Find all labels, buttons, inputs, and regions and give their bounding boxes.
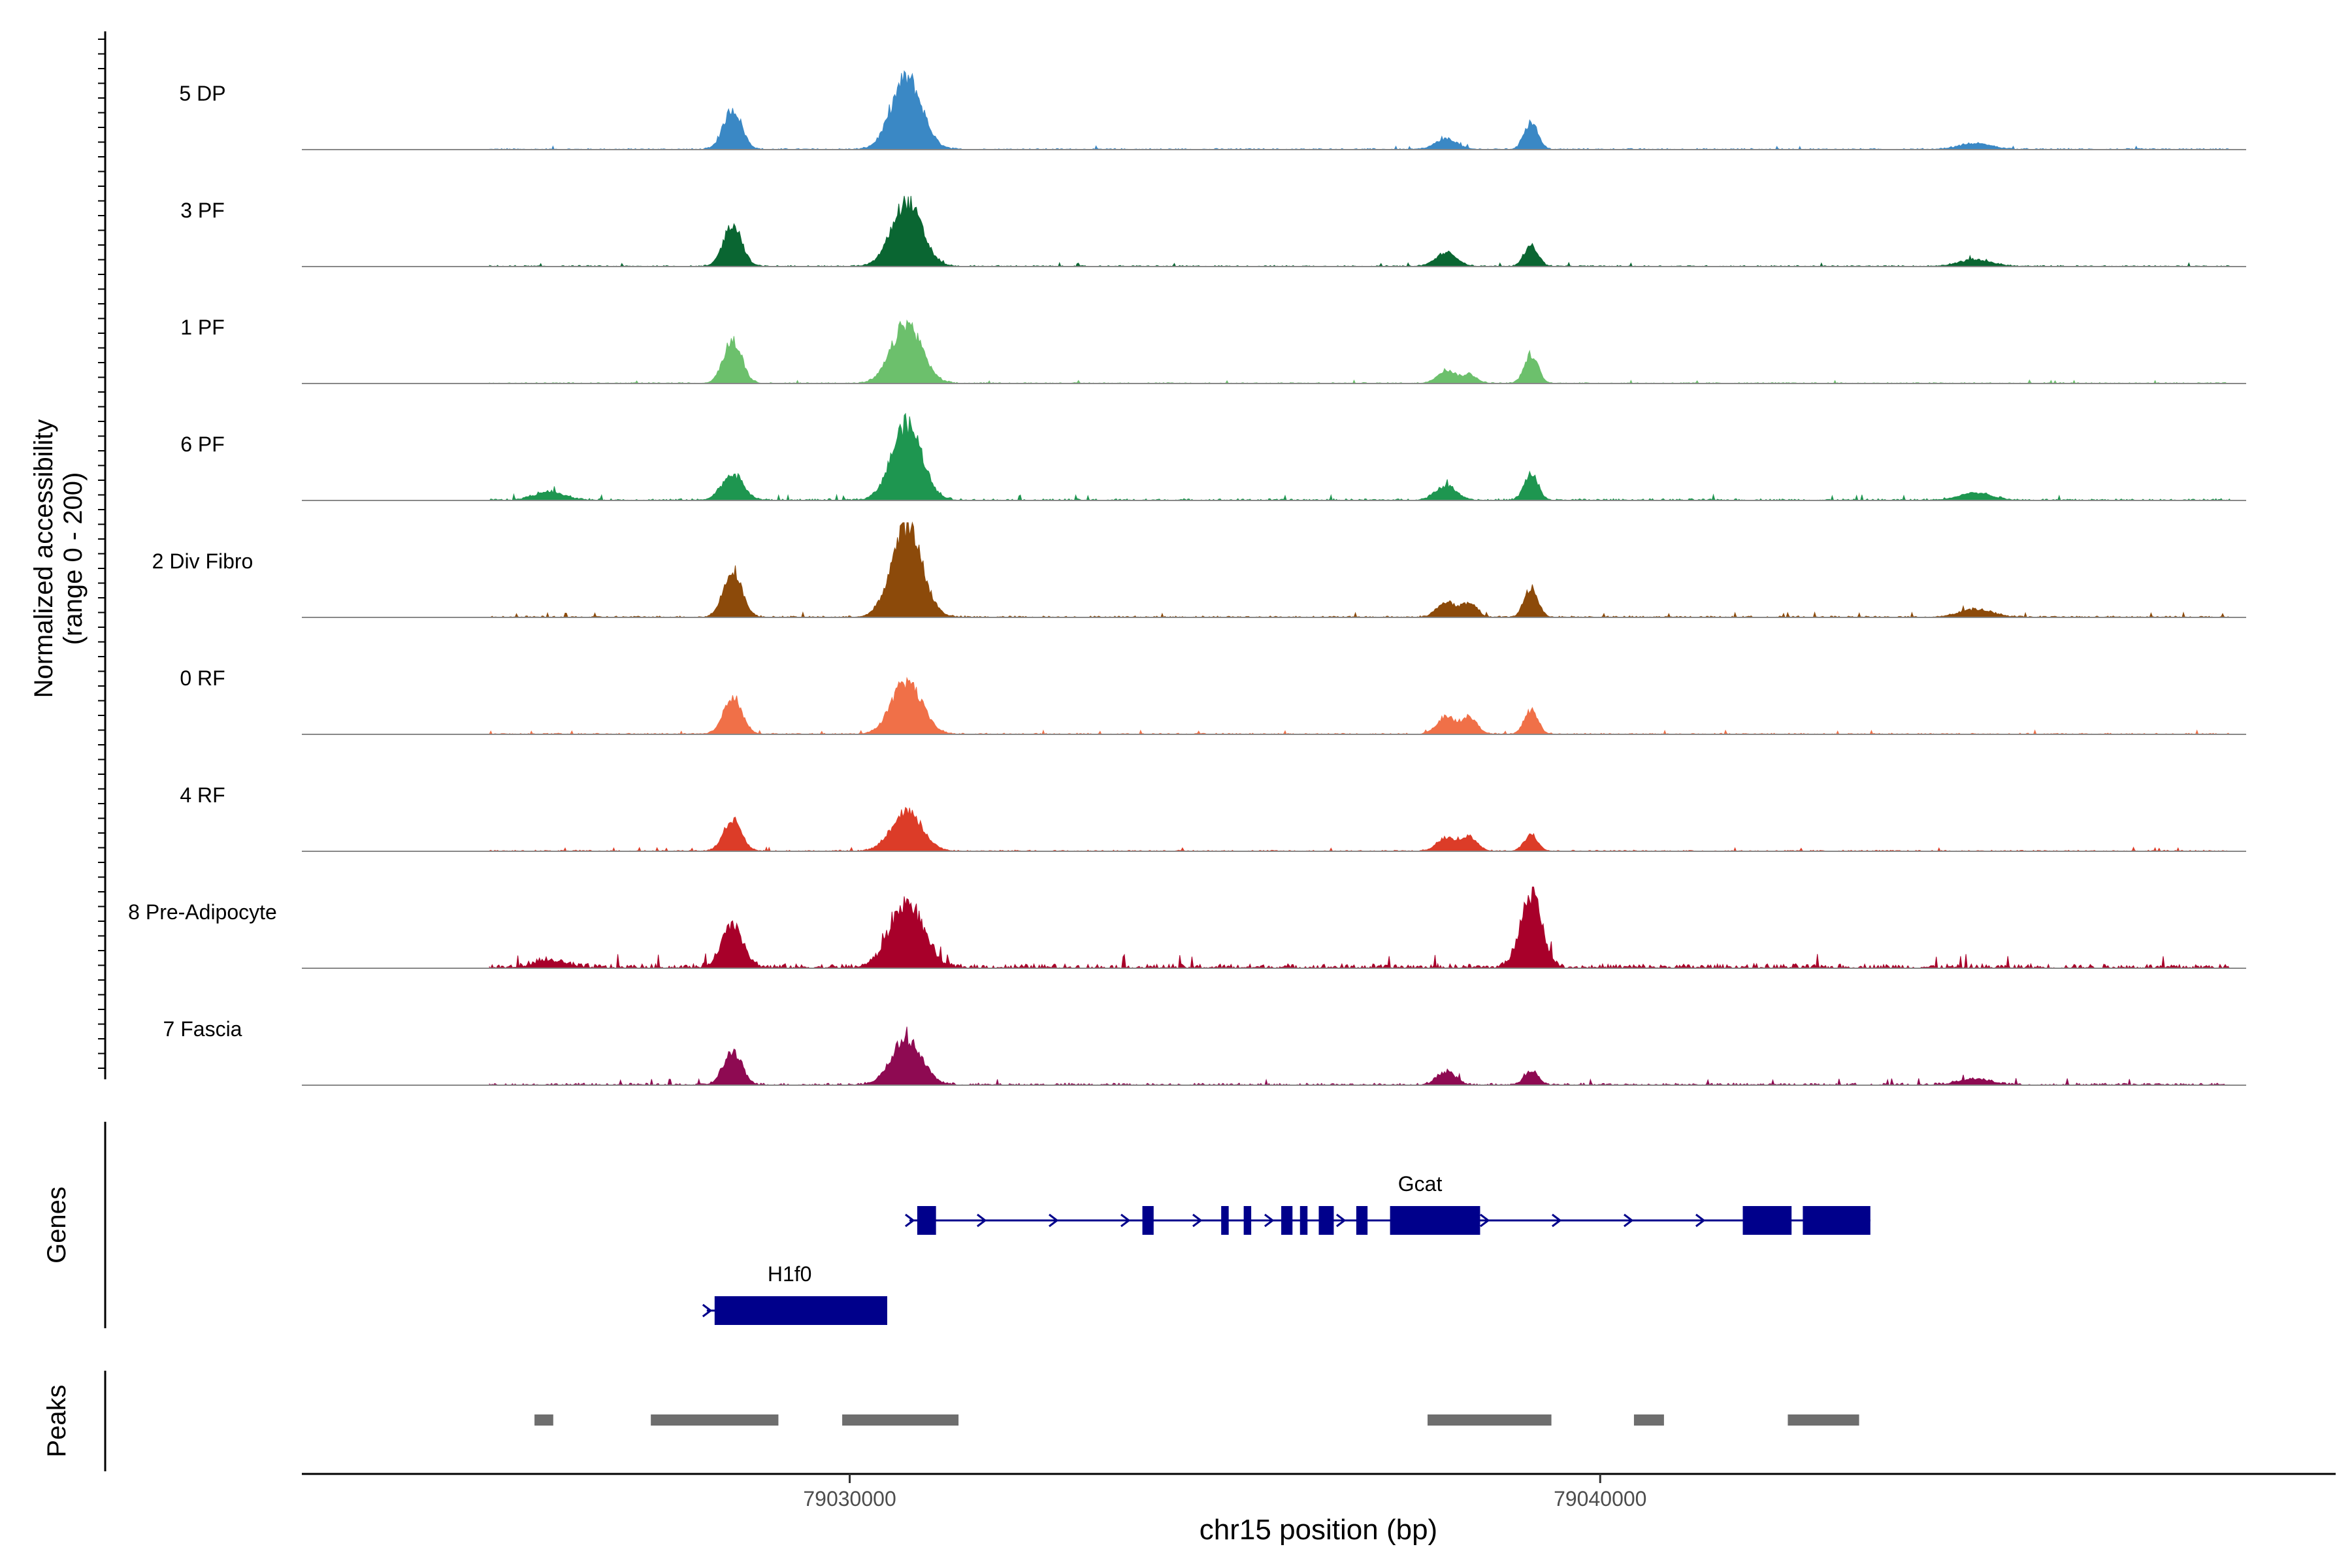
coverage-tracks: 5 DP 3 PF 1 PF 6 PF 2 Div Fibro 0 RF 4 RF 8 Pre… — [128, 70, 2246, 1086]
strand-arrow — [1192, 1213, 1203, 1228]
track-label: 5 DP — [179, 82, 225, 105]
track-label: 7 Fascia — [163, 1017, 242, 1041]
gene-exon — [1243, 1206, 1252, 1235]
genes-track-label: Genes — [42, 1186, 71, 1264]
coverage-area — [489, 70, 2231, 150]
gene-exon — [1742, 1206, 1792, 1235]
track-2-div-fibro: 2 Div Fibro — [152, 521, 2246, 618]
coverage-area — [489, 412, 2232, 502]
coverage-area — [489, 195, 2231, 267]
peaks-track-label: Peaks — [42, 1384, 71, 1457]
track-label: 3 PF — [180, 199, 225, 222]
track-4-rf: 4 RF — [180, 783, 2246, 853]
strand-arrow — [905, 1213, 915, 1228]
x-tick-label: 79040000 — [1554, 1487, 1646, 1511]
coverage-area — [489, 806, 2231, 853]
coverage-area — [489, 521, 2231, 618]
strand-arrow — [1695, 1213, 1706, 1228]
x-tick-label: 79030000 — [803, 1487, 896, 1511]
strand-arrow — [977, 1213, 987, 1228]
gene-exon — [917, 1206, 936, 1235]
track-label: 4 RF — [180, 783, 225, 807]
strand-arrow — [1264, 1213, 1275, 1228]
x-axis-ticks: 79030000 79040000 — [803, 1474, 1646, 1511]
track-label: 2 Div Fibro — [152, 549, 253, 573]
gene-exon — [1356, 1206, 1368, 1235]
gene-label: H1f0 — [768, 1262, 812, 1286]
strand-arrow — [1624, 1213, 1634, 1228]
gene-exon — [1299, 1206, 1308, 1235]
peak-region — [534, 1414, 553, 1426]
peak-region — [1788, 1414, 1859, 1426]
track-0-rf: 0 RF — [180, 666, 2246, 735]
peak-region — [651, 1414, 779, 1426]
strand-arrow — [1336, 1213, 1347, 1228]
gene-gcat: Gcat — [905, 1172, 1870, 1235]
y-axis-label: Normalized accessibility — [29, 419, 58, 698]
strand-arrow — [1480, 1213, 1490, 1228]
track-label: 8 Pre-Adipocyte — [128, 900, 277, 924]
gene-exon — [714, 1296, 887, 1325]
gene-h1f0: H1f0 — [702, 1262, 887, 1325]
gene-track: Gcat H1f0 — [702, 1172, 1870, 1325]
gene-exon — [1803, 1206, 1870, 1235]
gene-exon — [1390, 1206, 1480, 1235]
strand-arrow — [1552, 1213, 1562, 1228]
track-label: 0 RF — [180, 666, 225, 690]
track-7-fascia: 7 Fascia — [163, 1017, 2246, 1086]
gene-label: Gcat — [1398, 1172, 1443, 1196]
y-axis-label-line1: Normalized accessibility — [29, 419, 58, 698]
track-6-pf: 6 PF — [180, 412, 2246, 502]
coverage-area — [489, 887, 2231, 970]
strand-arrow — [702, 1303, 713, 1318]
coverage-area — [489, 1026, 2231, 1086]
gene-exon — [1221, 1206, 1229, 1235]
x-axis-label: chr15 position (bp) — [1200, 1514, 1437, 1546]
coverage-area — [489, 676, 2231, 735]
peak-region — [1633, 1414, 1664, 1426]
peak-track — [534, 1414, 1859, 1426]
y-axis-ticks — [98, 39, 105, 1069]
gene-exon — [1281, 1206, 1293, 1235]
gene-exon — [1142, 1206, 1154, 1235]
coverage-area — [489, 319, 2231, 384]
track-label: 6 PF — [180, 433, 225, 456]
track-3-pf: 3 PF — [180, 195, 2246, 267]
track-1-pf: 1 PF — [180, 316, 2246, 384]
y-axis-range-label: (range 0 - 200) — [59, 472, 88, 645]
peak-region — [1428, 1414, 1552, 1426]
peak-region — [842, 1414, 959, 1426]
strand-arrow — [1120, 1213, 1131, 1228]
track-label: 1 PF — [180, 316, 225, 339]
track-5-dp: 5 DP — [179, 70, 2246, 150]
track-8-pre-adipocyte: 8 Pre-Adipocyte — [128, 887, 2246, 970]
gene-exon — [1318, 1206, 1334, 1235]
strand-arrow — [1049, 1213, 1059, 1228]
